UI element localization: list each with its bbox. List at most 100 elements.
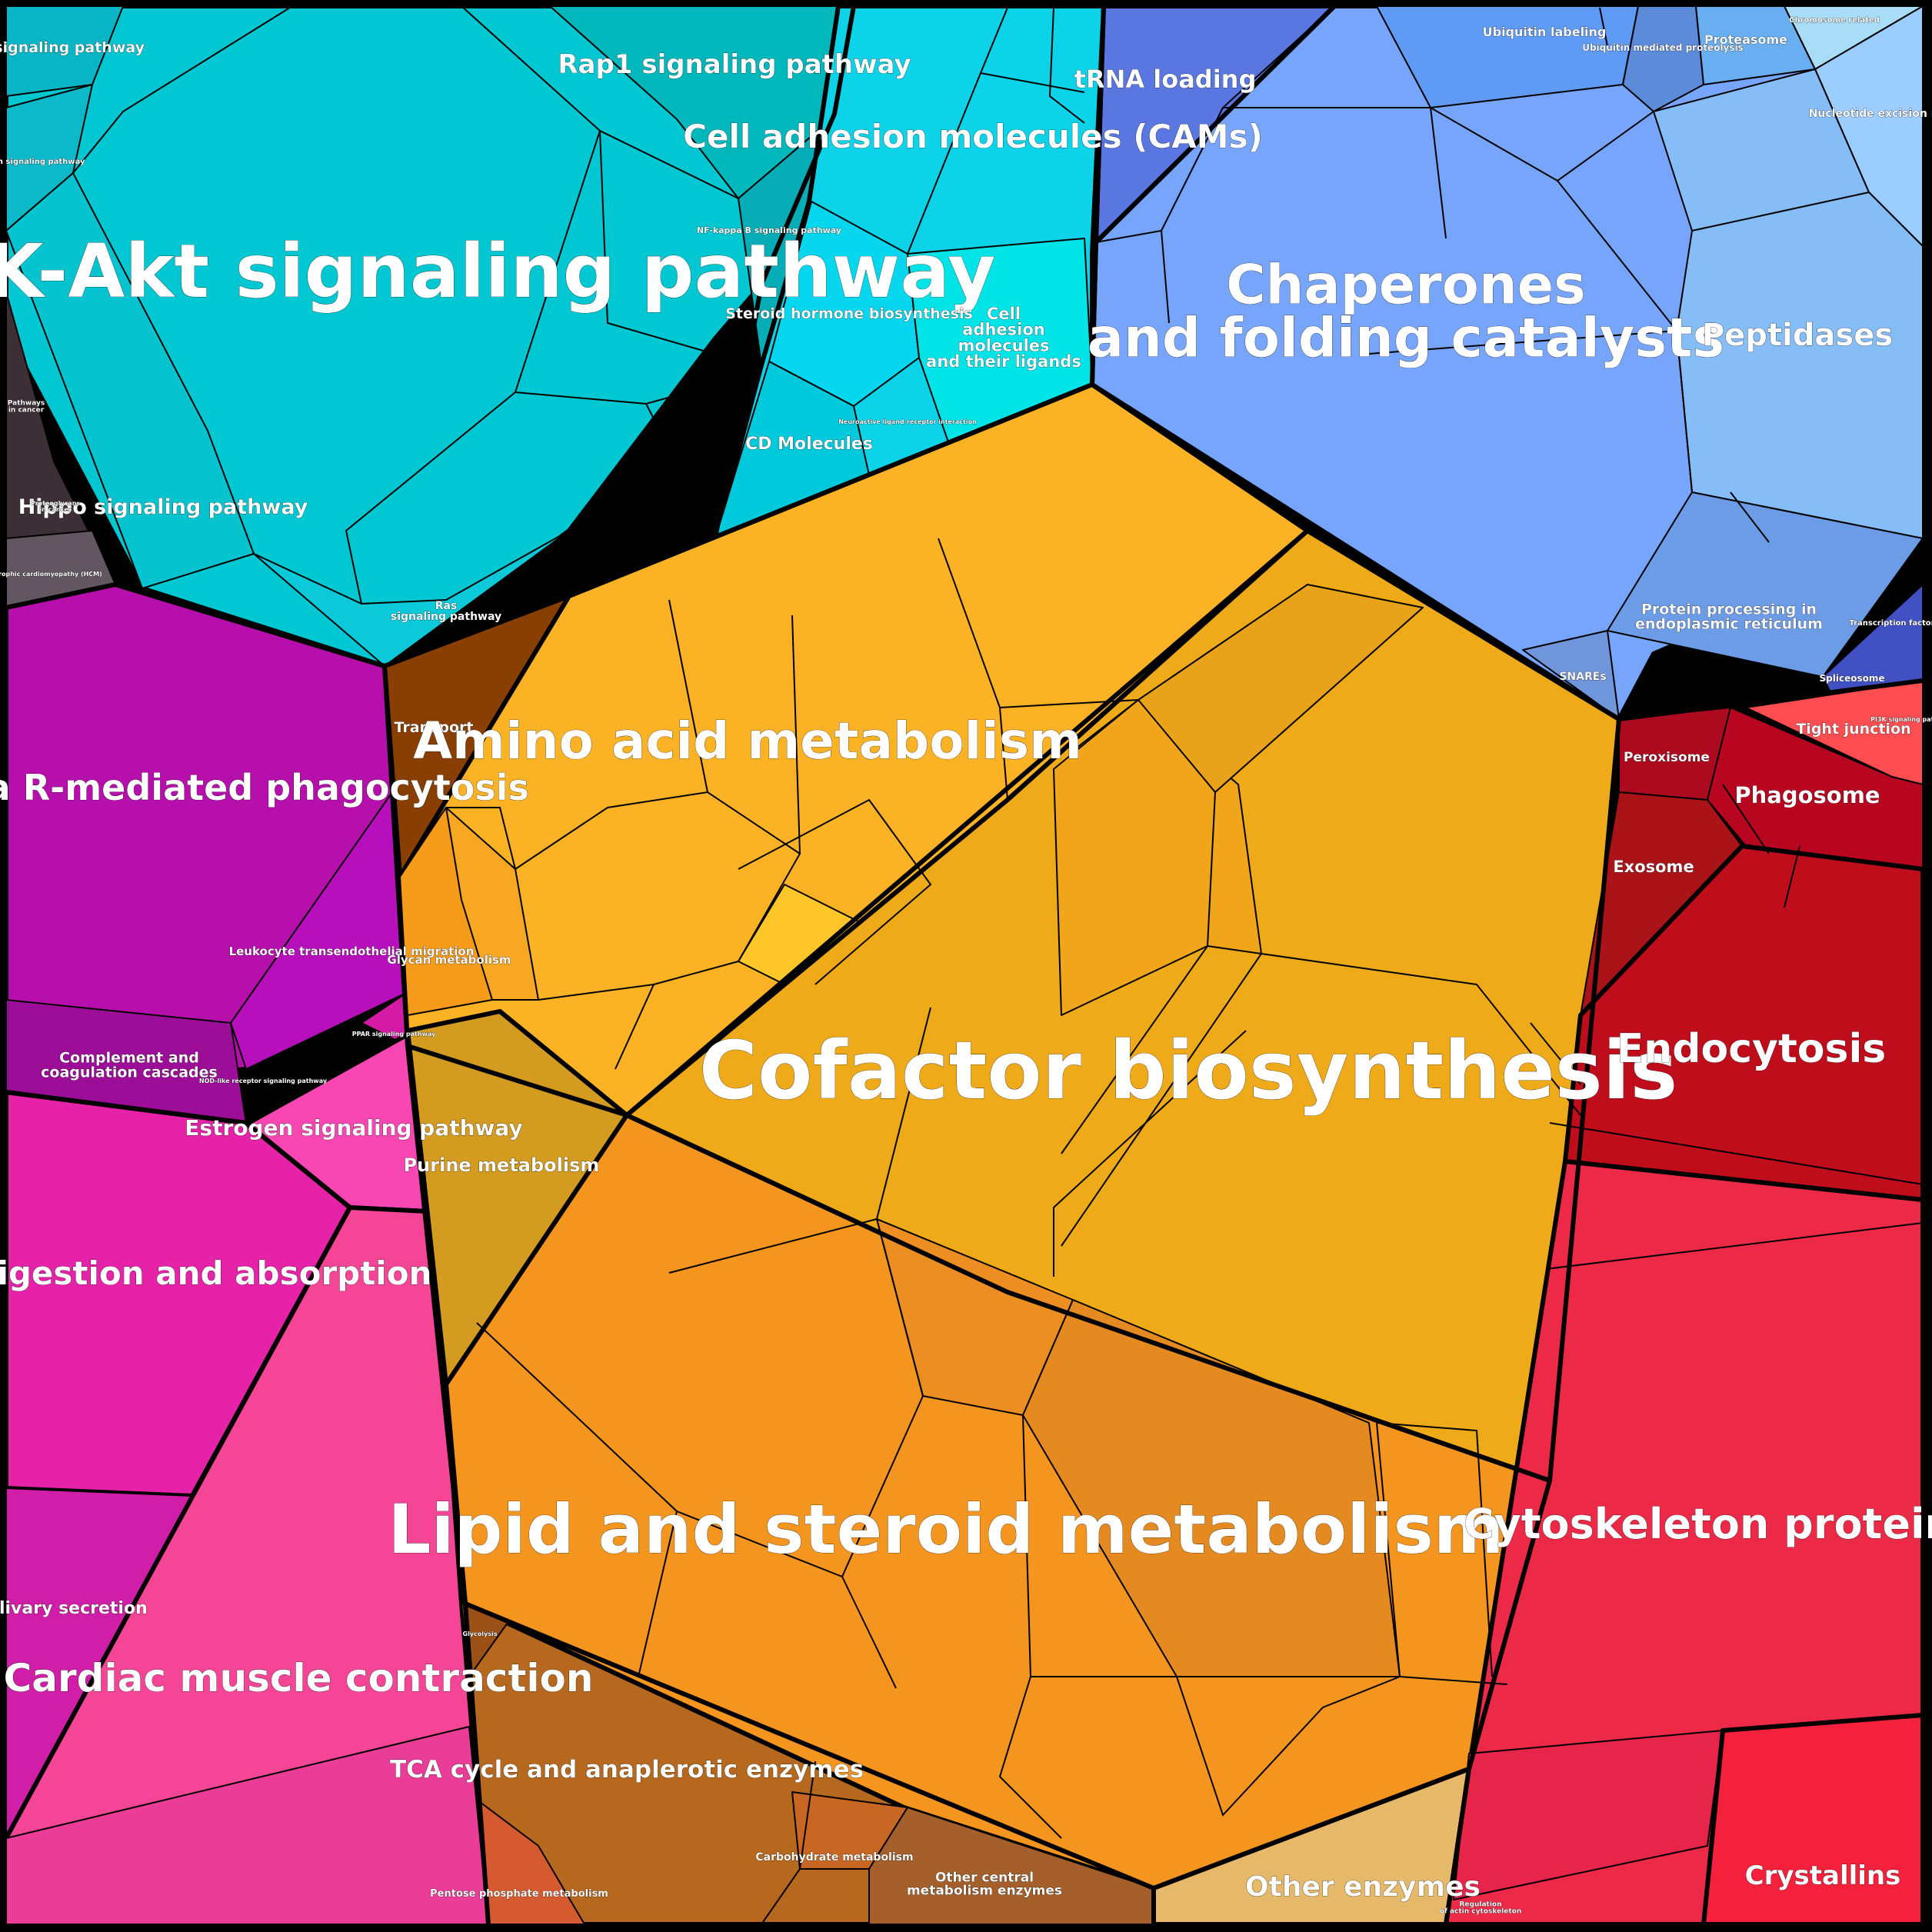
label-exosome-line-1: Exosome <box>1613 858 1694 876</box>
label-foxo: FoxO signaling pathway <box>0 39 145 56</box>
label-proteoglycans-line-1: Proteoglycans <box>31 500 81 507</box>
label-chaperones-line-2: and folding catalysts <box>1088 306 1724 369</box>
label-othercentral-line-1: Other central <box>935 1870 1034 1886</box>
label-peptidases-line-1: Peptidases <box>1702 318 1893 353</box>
label-pi3k-akt: PI3K-Akt signaling pathway <box>0 228 996 315</box>
label-lipid-line-1: Lipid and steroid metabolism <box>388 1490 1504 1569</box>
label-pi3k-small: PI3K signaling pathway <box>1870 716 1932 723</box>
label-spliceosome: Spliceosome <box>1820 673 1885 684</box>
label-chaperones: Chaperones and folding catalysts <box>1088 254 1724 370</box>
region-snares <box>1522 630 1620 720</box>
label-ubiquitin-labeling: Ubiquitin labeling <box>1483 25 1607 39</box>
label-nucleotide-excision-line-1: Nucleotide excision repair <box>1809 108 1932 120</box>
label-peroxisome: Peroxisome <box>1624 750 1710 765</box>
label-cam-ligands-line-1: Cell <box>987 305 1021 323</box>
label-ubiquitin-proteolysis: Ubiquitin mediated proteolysis <box>1582 42 1744 53</box>
label-pi3k-small-line-1: PI3K signaling pathway <box>1870 716 1932 723</box>
label-complement: Complement and coagulation cascades <box>41 1049 218 1081</box>
label-pentose: Pentose phosphate metabolism <box>430 1888 608 1900</box>
label-carbohydrate-line-1: Carbohydrate metabolism <box>755 1851 913 1864</box>
label-fcgamma: Fc gamma R-mediated phagocytosis <box>0 767 529 808</box>
label-calcium: Calcium signaling pathway <box>0 158 85 166</box>
label-neuroactive-line-1: Neuroactive ligand-receptor interaction <box>838 418 977 425</box>
label-rap1: Rap1 signaling pathway <box>558 49 911 80</box>
label-cardiac: Cardiac muscle contraction <box>4 1656 594 1700</box>
label-protein-er-line-2: endoplasmic reticulum <box>1635 615 1823 632</box>
label-proteoglycans-line-2: in cancer <box>39 505 71 512</box>
label-protein-er-line-1: Protein processing in <box>1641 601 1817 618</box>
label-complement-line-2: coagulation cascades <box>41 1064 218 1081</box>
label-actin-regulation: Regulation of actin cytoskeleton <box>1440 1900 1522 1915</box>
label-nodlike: NOD-like receptor signaling pathway <box>199 1078 328 1084</box>
label-ubiquitin-proteolysis-line-1: Ubiquitin mediated proteolysis <box>1582 42 1744 53</box>
label-tca-line-1: TCA cycle and anaplerotic enzymes <box>390 1756 864 1784</box>
label-glycolysis-line-1: Glycolysis <box>463 1631 498 1637</box>
label-pentose-line-1: Pentose phosphate metabolism <box>430 1888 608 1900</box>
label-steroid-hormone: Steroid hormone biosynthesis <box>725 305 973 322</box>
label-cd-molecules: CD Molecules <box>745 435 873 454</box>
label-actin-regulation-line-1: Regulation <box>1459 1900 1501 1908</box>
region-cofactor-sub2 <box>1138 584 1424 793</box>
label-othercentral: Other central metabolism enzymes <box>907 1870 1062 1899</box>
label-rap1-line-1: Rap1 signaling pathway <box>558 49 911 80</box>
label-foxo-line-1: FoxO signaling pathway <box>0 39 145 56</box>
label-tight-junction: Tight junction <box>1796 721 1910 738</box>
label-carbohydrate: Carbohydrate metabolism <box>755 1851 913 1864</box>
label-spliceosome-line-1: Spliceosome <box>1820 673 1885 684</box>
label-aminoacid-line-1: Amino acid metabolism <box>413 711 1082 771</box>
label-cam-ligands-line-3: molecules <box>958 336 1049 355</box>
label-peptidases: Peptidases <box>1702 318 1893 353</box>
label-actin-regulation-line-2: of actin cytoskeleton <box>1440 1907 1522 1915</box>
label-purine: Purine metabolism <box>404 1154 600 1176</box>
label-hippo-line-1: Hippo signaling pathway <box>18 495 308 519</box>
label-glycan-line-1: Glycan metabolism <box>387 953 511 967</box>
label-exosome: Exosome <box>1613 858 1694 876</box>
label-cam-ligands-line-2: adhesion <box>962 321 1044 339</box>
label-salivary-line-1: Salivary secretion <box>0 1599 148 1618</box>
label-crystallins-line-1: Crystallins <box>1745 1860 1901 1891</box>
label-ubiquitin-labeling-line-1: Ubiquitin labeling <box>1483 25 1607 39</box>
label-cams: Cell adhesion molecules (CAMs) <box>683 118 1263 155</box>
label-cytoskeleton-line-1: Cytoskeleton proteins <box>1464 1500 1932 1548</box>
label-glycan: Glycan metabolism <box>387 953 511 967</box>
label-tca: TCA cycle and anaplerotic enzymes <box>390 1756 864 1784</box>
label-steroid-hormone-line-1: Steroid hormone biosynthesis <box>725 305 973 322</box>
label-trna-line-1: tRNA loading <box>1074 65 1257 94</box>
label-cofactor: Cofactor biosynthesis <box>699 1024 1678 1118</box>
label-hippo: Hippo signaling pathway <box>18 495 308 519</box>
label-protdigest-line-1: Protein digestion and absorption <box>0 1254 431 1292</box>
label-othercentral-line-2: metabolism enzymes <box>907 1883 1062 1898</box>
label-cam-ligands-line-4: and their ligands <box>926 352 1081 371</box>
label-salivary: Salivary secretion <box>0 1599 148 1618</box>
subdivision-lines <box>72 5 1924 1925</box>
label-estrogen: Estrogen signaling pathway <box>185 1115 522 1141</box>
label-proteoglycans: Proteoglycans in cancer <box>31 500 81 513</box>
label-cam-ligands: Cell adhesion molecules and their ligands <box>926 305 1081 371</box>
label-tight-junction-line-1: Tight junction <box>1796 721 1910 738</box>
label-protein-er: Protein processing in endoplasmic reticul… <box>1635 601 1823 632</box>
label-snares-line-1: SNAREs <box>1559 671 1606 683</box>
label-ras-line-2: signaling pathway <box>391 611 501 623</box>
label-endocytosis-line-1: Endocytosis <box>1617 1026 1887 1072</box>
label-peroxisome-line-1: Peroxisome <box>1624 750 1710 765</box>
label-nucleotide-excision: Nucleotide excision repair <box>1809 108 1932 120</box>
label-complement-line-1: Complement and <box>59 1049 199 1066</box>
label-snares: SNAREs <box>1559 671 1606 683</box>
label-leukocyte-line-1: Leukocyte transendothelial migration <box>229 944 475 958</box>
label-ras: Ras signaling pathway <box>391 600 501 623</box>
labels: PI3K-Akt signaling pathway FoxO signalin… <box>0 16 1932 1916</box>
label-ras-line-1: Ras <box>435 600 458 612</box>
label-leukocyte: Leukocyte transendothelial migration <box>229 944 475 958</box>
label-fcgamma-line-1: Fc gamma R-mediated phagocytosis <box>0 767 529 808</box>
label-protdigest: Protein digestion and absorption <box>0 1254 431 1292</box>
label-nodlike-line-1: NOD-like receptor signaling pathway <box>199 1078 328 1084</box>
label-cams-line-1: Cell adhesion molecules (CAMs) <box>683 118 1263 155</box>
label-transport: Transport <box>394 719 473 736</box>
label-pathways-cancer-line-2: in cancer <box>8 406 45 414</box>
label-hcm: Hypertrophic cardiomyopathy (HCM) <box>0 571 102 578</box>
label-otherenzymes: Other enzymes <box>1245 1871 1481 1903</box>
label-phagosome-line-1: Phagosome <box>1734 782 1880 808</box>
label-chromosome-line-1: Chromosome related <box>1789 16 1880 25</box>
label-purine-line-1: Purine metabolism <box>404 1154 600 1176</box>
